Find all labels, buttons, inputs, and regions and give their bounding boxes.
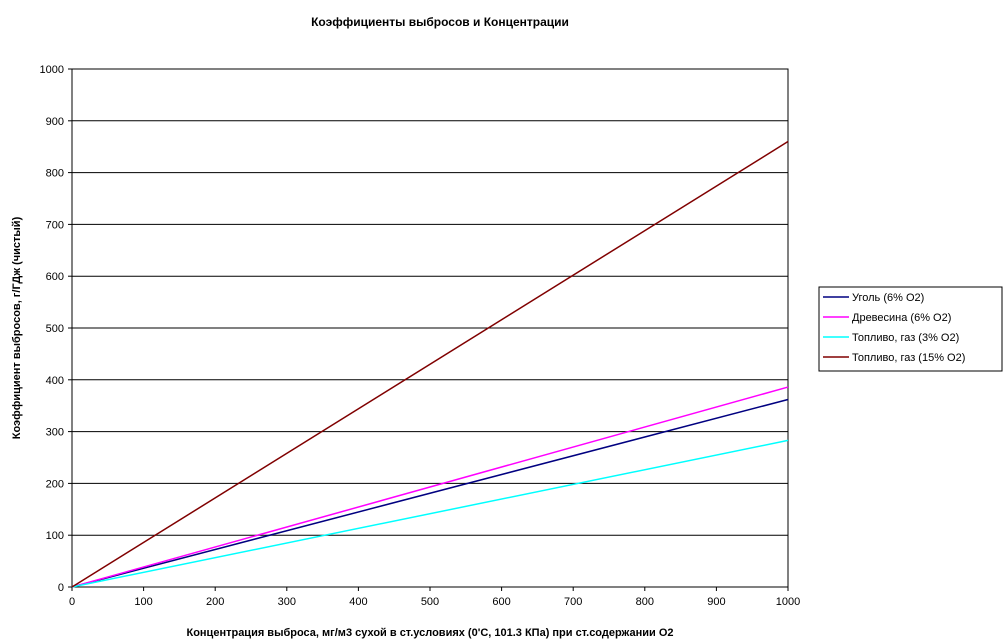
x-tick-label: 800 [636,596,654,608]
x-tick-label: 600 [492,596,510,608]
x-tick-label: 100 [134,596,152,608]
legend-entry: Древесина (6% O2) [852,312,951,324]
y-tick-label: 1000 [40,64,64,76]
x-axis: 0 100 200 300 400 500 600 700 800 900 1000 [69,587,800,608]
y-tick-label: 200 [46,478,64,490]
legend: Уголь (6% O2) Древесина (6% O2) Топливо, г… [818,286,1003,372]
legend-box [818,286,1003,372]
y-tick-label: 500 [46,323,64,335]
x-tick-label: 700 [564,596,582,608]
y-tick-label: 300 [46,427,64,439]
y-tick-label: 800 [46,168,64,180]
x-tick-label: 500 [421,596,439,608]
series-line-0 [71,398,789,588]
y-tick-label: 900 [46,116,64,128]
y-tick-label: 100 [46,530,64,542]
series-line-1 [71,386,789,588]
x-axis-label: Концентрация выброса, мг/м3 сухой в ст.у… [186,627,673,639]
series-line-2 [71,439,789,588]
y-axis: 0 100 200 300 400 500 600 700 800 900 1000 [40,64,72,594]
x-tick-label: 1000 [776,596,800,608]
y-tick-label: 600 [46,271,64,283]
legend-entry: Уголь (6% O2) [852,292,924,304]
x-tick-label: 200 [206,596,224,608]
legend-entry: Топливо, газ (15% O2) [852,352,965,364]
y-tick-label: 0 [58,582,64,594]
series-line-3 [71,140,789,588]
x-tick-label: 400 [349,596,367,608]
y-tick-label: 700 [46,219,64,231]
y-tick-label: 400 [46,375,64,387]
x-tick-label: 900 [707,596,725,608]
legend-entry: Топливо, газ (3% O2) [852,332,959,344]
grid [72,68,788,536]
x-tick-label: 0 [69,596,75,608]
y-axis-label: Коэффициент выбросов, г/ГДж (чистый) [11,216,23,439]
x-tick-label: 300 [278,596,296,608]
series-lines [71,140,789,588]
chart-title: Коэффициенты выбросов и Концентрации [311,15,569,29]
